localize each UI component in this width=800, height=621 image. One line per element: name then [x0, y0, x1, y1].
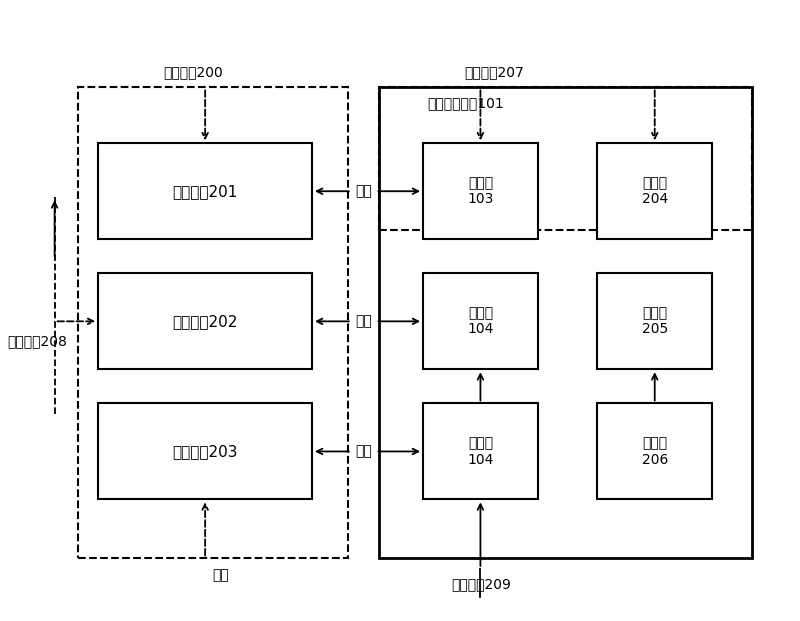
- Bar: [423, 273, 538, 369]
- Bar: [598, 273, 712, 369]
- Text: 通料管路209: 通料管路209: [451, 578, 510, 591]
- Bar: [423, 143, 538, 239]
- Text: 通气管路207: 通气管路207: [465, 65, 524, 79]
- Bar: [98, 143, 312, 239]
- Text: 接口: 接口: [213, 569, 230, 582]
- Text: 出水口
205: 出水口 205: [642, 306, 668, 337]
- Text: 出气口
204: 出气口 204: [642, 176, 668, 206]
- Text: 接口: 接口: [355, 184, 372, 198]
- Text: 供水系统202: 供水系统202: [173, 314, 238, 329]
- Bar: [98, 404, 312, 499]
- Text: 通气系统201: 通气系统201: [173, 184, 238, 199]
- Text: 进气口
103: 进气口 103: [467, 176, 494, 206]
- Text: 出料口
206: 出料口 206: [642, 437, 668, 466]
- Text: 进料口
104: 进料口 104: [467, 437, 494, 466]
- Text: 供料系统203: 供料系统203: [172, 444, 238, 459]
- Text: 支撑底座200: 支撑底座200: [163, 65, 223, 79]
- Text: 接口: 接口: [355, 314, 372, 328]
- Bar: [98, 273, 312, 369]
- Bar: [423, 404, 538, 499]
- Text: 进水口
104: 进水口 104: [467, 306, 494, 337]
- Bar: [379, 88, 752, 230]
- Bar: [598, 143, 712, 239]
- Text: 通水管路208: 通水管路208: [7, 335, 67, 348]
- Bar: [78, 88, 348, 558]
- Text: 光反应器主体101: 光反应器主体101: [427, 96, 504, 110]
- Text: 接口: 接口: [355, 444, 372, 458]
- Bar: [379, 88, 752, 558]
- Bar: [598, 404, 712, 499]
